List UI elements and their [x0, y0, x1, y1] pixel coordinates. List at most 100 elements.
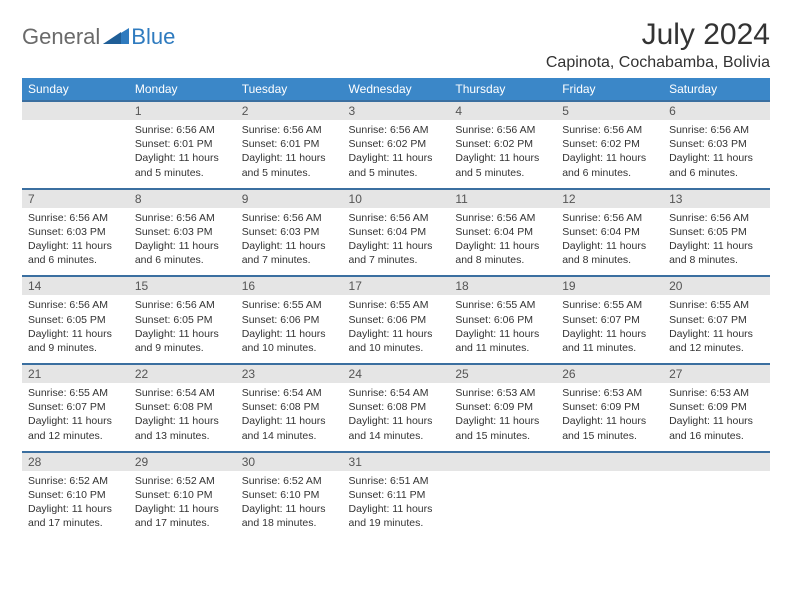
weekday-header-cell: Thursday	[449, 78, 556, 101]
calendar-day-cell	[449, 452, 556, 539]
day-details: Sunrise: 6:56 AMSunset: 6:05 PMDaylight:…	[663, 208, 770, 276]
day-number: 22	[129, 365, 236, 383]
day-number: 6	[663, 102, 770, 120]
day-number: 29	[129, 453, 236, 471]
day-number: 8	[129, 190, 236, 208]
title-block: July 2024 Capinota, Cochabamba, Bolivia	[546, 18, 770, 72]
calendar-day-cell	[663, 452, 770, 539]
day-number: 26	[556, 365, 663, 383]
calendar-day-cell	[22, 101, 129, 189]
day-details: Sunrise: 6:52 AMSunset: 6:10 PMDaylight:…	[22, 471, 129, 539]
calendar-day-cell: 6Sunrise: 6:56 AMSunset: 6:03 PMDaylight…	[663, 101, 770, 189]
day-details: Sunrise: 6:55 AMSunset: 6:07 PMDaylight:…	[663, 295, 770, 363]
day-number: 16	[236, 277, 343, 295]
calendar-body: 1Sunrise: 6:56 AMSunset: 6:01 PMDaylight…	[22, 101, 770, 538]
day-number: 7	[22, 190, 129, 208]
day-details: Sunrise: 6:56 AMSunset: 6:03 PMDaylight:…	[236, 208, 343, 276]
day-number: 13	[663, 190, 770, 208]
day-number: 14	[22, 277, 129, 295]
calendar-day-cell: 31Sunrise: 6:51 AMSunset: 6:11 PMDayligh…	[343, 452, 450, 539]
day-number: 30	[236, 453, 343, 471]
weekday-header-cell: Friday	[556, 78, 663, 101]
weekday-header-cell: Tuesday	[236, 78, 343, 101]
day-details: Sunrise: 6:56 AMSunset: 6:04 PMDaylight:…	[449, 208, 556, 276]
calendar-day-cell: 5Sunrise: 6:56 AMSunset: 6:02 PMDaylight…	[556, 101, 663, 189]
day-details: Sunrise: 6:56 AMSunset: 6:01 PMDaylight:…	[236, 120, 343, 188]
calendar-day-cell: 20Sunrise: 6:55 AMSunset: 6:07 PMDayligh…	[663, 276, 770, 364]
calendar-day-cell: 24Sunrise: 6:54 AMSunset: 6:08 PMDayligh…	[343, 364, 450, 452]
location-text: Capinota, Cochabamba, Bolivia	[546, 54, 770, 72]
day-details: Sunrise: 6:53 AMSunset: 6:09 PMDaylight:…	[556, 383, 663, 451]
calendar-day-cell: 28Sunrise: 6:52 AMSunset: 6:10 PMDayligh…	[22, 452, 129, 539]
calendar-table: SundayMondayTuesdayWednesdayThursdayFrid…	[22, 78, 770, 538]
calendar-day-cell: 14Sunrise: 6:56 AMSunset: 6:05 PMDayligh…	[22, 276, 129, 364]
weekday-header-cell: Monday	[129, 78, 236, 101]
day-details: Sunrise: 6:56 AMSunset: 6:05 PMDaylight:…	[129, 295, 236, 363]
day-details	[22, 120, 129, 182]
calendar-week-row: 28Sunrise: 6:52 AMSunset: 6:10 PMDayligh…	[22, 452, 770, 539]
day-details: Sunrise: 6:53 AMSunset: 6:09 PMDaylight:…	[449, 383, 556, 451]
day-details: Sunrise: 6:53 AMSunset: 6:09 PMDaylight:…	[663, 383, 770, 451]
month-title: July 2024	[546, 18, 770, 52]
calendar-day-cell: 1Sunrise: 6:56 AMSunset: 6:01 PMDaylight…	[129, 101, 236, 189]
day-details: Sunrise: 6:55 AMSunset: 6:06 PMDaylight:…	[236, 295, 343, 363]
day-number: 9	[236, 190, 343, 208]
day-details: Sunrise: 6:56 AMSunset: 6:01 PMDaylight:…	[129, 120, 236, 188]
day-number: 23	[236, 365, 343, 383]
day-details: Sunrise: 6:54 AMSunset: 6:08 PMDaylight:…	[236, 383, 343, 451]
day-details	[663, 471, 770, 533]
brand-logo: General Blue	[22, 18, 175, 50]
day-number: 3	[343, 102, 450, 120]
calendar-day-cell: 8Sunrise: 6:56 AMSunset: 6:03 PMDaylight…	[129, 189, 236, 277]
day-number: 19	[556, 277, 663, 295]
weekday-header-cell: Wednesday	[343, 78, 450, 101]
day-number: 17	[343, 277, 450, 295]
day-details: Sunrise: 6:56 AMSunset: 6:04 PMDaylight:…	[343, 208, 450, 276]
calendar-week-row: 7Sunrise: 6:56 AMSunset: 6:03 PMDaylight…	[22, 189, 770, 277]
day-details	[449, 471, 556, 533]
calendar-day-cell: 15Sunrise: 6:56 AMSunset: 6:05 PMDayligh…	[129, 276, 236, 364]
day-details: Sunrise: 6:55 AMSunset: 6:06 PMDaylight:…	[343, 295, 450, 363]
day-details: Sunrise: 6:56 AMSunset: 6:03 PMDaylight:…	[22, 208, 129, 276]
day-number: 4	[449, 102, 556, 120]
page-header: General Blue July 2024 Capinota, Cochaba…	[22, 18, 770, 72]
brand-triangle-icon	[103, 26, 129, 49]
calendar-day-cell: 11Sunrise: 6:56 AMSunset: 6:04 PMDayligh…	[449, 189, 556, 277]
day-number: 31	[343, 453, 450, 471]
brand-word-1: General	[22, 24, 100, 50]
day-details: Sunrise: 6:55 AMSunset: 6:07 PMDaylight:…	[556, 295, 663, 363]
day-number: 11	[449, 190, 556, 208]
day-details: Sunrise: 6:56 AMSunset: 6:02 PMDaylight:…	[449, 120, 556, 188]
day-details: Sunrise: 6:56 AMSunset: 6:03 PMDaylight:…	[129, 208, 236, 276]
day-number: 18	[449, 277, 556, 295]
calendar-week-row: 14Sunrise: 6:56 AMSunset: 6:05 PMDayligh…	[22, 276, 770, 364]
day-details: Sunrise: 6:56 AMSunset: 6:04 PMDaylight:…	[556, 208, 663, 276]
day-details: Sunrise: 6:54 AMSunset: 6:08 PMDaylight:…	[343, 383, 450, 451]
calendar-day-cell: 13Sunrise: 6:56 AMSunset: 6:05 PMDayligh…	[663, 189, 770, 277]
day-details: Sunrise: 6:55 AMSunset: 6:06 PMDaylight:…	[449, 295, 556, 363]
day-details: Sunrise: 6:56 AMSunset: 6:02 PMDaylight:…	[343, 120, 450, 188]
day-number: 21	[22, 365, 129, 383]
day-details: Sunrise: 6:51 AMSunset: 6:11 PMDaylight:…	[343, 471, 450, 539]
day-details: Sunrise: 6:56 AMSunset: 6:02 PMDaylight:…	[556, 120, 663, 188]
day-number: 28	[22, 453, 129, 471]
day-number	[663, 453, 770, 471]
day-number: 24	[343, 365, 450, 383]
day-number: 2	[236, 102, 343, 120]
day-number: 20	[663, 277, 770, 295]
day-number	[449, 453, 556, 471]
calendar-day-cell: 17Sunrise: 6:55 AMSunset: 6:06 PMDayligh…	[343, 276, 450, 364]
calendar-day-cell: 29Sunrise: 6:52 AMSunset: 6:10 PMDayligh…	[129, 452, 236, 539]
day-number	[22, 102, 129, 120]
calendar-week-row: 1Sunrise: 6:56 AMSunset: 6:01 PMDaylight…	[22, 101, 770, 189]
day-number: 12	[556, 190, 663, 208]
calendar-day-cell: 3Sunrise: 6:56 AMSunset: 6:02 PMDaylight…	[343, 101, 450, 189]
calendar-day-cell: 10Sunrise: 6:56 AMSunset: 6:04 PMDayligh…	[343, 189, 450, 277]
calendar-day-cell: 23Sunrise: 6:54 AMSunset: 6:08 PMDayligh…	[236, 364, 343, 452]
day-number: 1	[129, 102, 236, 120]
calendar-day-cell: 30Sunrise: 6:52 AMSunset: 6:10 PMDayligh…	[236, 452, 343, 539]
calendar-day-cell: 21Sunrise: 6:55 AMSunset: 6:07 PMDayligh…	[22, 364, 129, 452]
day-number: 5	[556, 102, 663, 120]
calendar-day-cell: 27Sunrise: 6:53 AMSunset: 6:09 PMDayligh…	[663, 364, 770, 452]
calendar-day-cell: 2Sunrise: 6:56 AMSunset: 6:01 PMDaylight…	[236, 101, 343, 189]
